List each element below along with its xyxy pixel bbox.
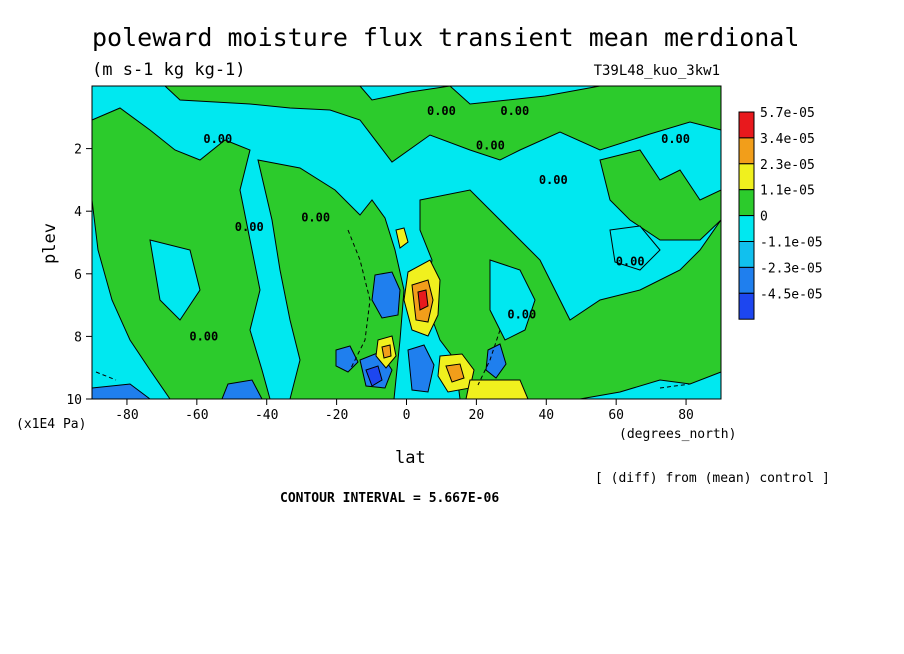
y-tick-label: 4 [74,205,82,220]
blue-region-4 [407,344,435,393]
blue-region-1 [371,271,401,319]
y-tick-label: 8 [74,330,82,345]
y-tick-label: 6 [74,268,82,283]
contour-label: 0.00 [661,132,690,146]
x-tick-label: 0 [403,408,411,423]
chart-units: (m s-1 kg kg-1) [92,60,246,80]
chart-title: poleward moisture flux transient mean me… [92,23,799,52]
red-region-1 [417,289,429,311]
x-tick-label: 40 [538,408,554,423]
dashed-contour-2 [477,329,501,386]
dashed-contour-1 [347,229,371,371]
dashed-contour-4 [95,371,117,381]
colorbar-swatch [738,137,755,165]
cyan-pocket-northeast [609,225,661,271]
contour-label: 0.00 [189,329,218,343]
contour-label: 0.00 [616,254,645,268]
green-region-central [257,159,405,400]
dashed-contours [95,229,691,389]
x-tick-label: -40 [255,408,278,423]
colorbar-swatch [738,266,755,294]
y-tick-label: 2 [74,143,82,158]
cyan-pocket-east [489,259,536,341]
positive-regions [375,227,529,400]
x-axis-units: (degrees_north) [619,427,736,442]
dashed-contour-3 [659,383,691,389]
colorbar-swatch [738,241,755,268]
orange-region-3 [445,363,465,383]
blue-region-5 [485,343,507,379]
colorbar-swatch [738,189,755,217]
orange-region-2 [381,344,392,359]
yellow-region-4 [395,227,409,249]
contour-label: 0.00 [203,132,232,146]
y-axis: 2 4 6 8 10 [66,143,92,408]
contour-label: 0.00 [301,210,330,224]
colorbar-label: 5.7e-05 [760,106,815,121]
colorbar-label: -2.3e-05 [760,261,823,276]
comparison-note: [ (diff) from (mean) control ] [595,471,830,486]
x-tick-label: -80 [115,408,138,423]
contour-label: 0.00 [507,307,536,321]
x-tick-label: -60 [185,408,208,423]
contour-interval: CONTOUR INTERVAL = 5.667E-06 [280,491,499,506]
experiment-label: T39L48_kuo_3kw1 [594,63,720,79]
contour-label: 0.00 [235,220,264,234]
colorbar-label: -4.5e-05 [760,287,823,302]
colorbar-label: 3.4e-05 [760,132,815,147]
colorbar-swatch [738,163,755,191]
y-axis-units: (x1E4 Pa) [16,417,86,432]
x-tick-label: 60 [608,408,624,423]
contour-label: 0.00 [500,104,529,118]
plot-area: 0.00 0.00 0.00 0.00 0.00 0.00 0.00 0.00 0.00 0.00… [91,85,722,400]
contour-label: 0.00 [539,173,568,187]
contour-label: 0.00 [427,104,456,118]
contour-labels: 0.00 0.00 0.00 0.00 0.00 0.00 0.00 0.00 0.00 0.00… [189,104,690,343]
colorbar-swatch [738,111,755,139]
colorbar-swatch [738,215,755,243]
negative-regions [91,271,507,400]
contour-label: 0.00 [476,138,505,152]
green-band-top [163,85,722,163]
x-axis: -80 -60 -40 -20 0 20 40 60 80 [115,399,694,423]
y-axis-label: plev [40,223,60,264]
colorbar-label: 2.3e-05 [760,158,815,173]
colorbar-label: -1.1e-05 [760,236,823,251]
colorbar-swatch [738,292,755,320]
y-tick-label: 10 [66,393,82,408]
x-tick-label: 80 [678,408,694,423]
cyan-pocket-west [149,239,201,321]
x-axis-label: lat [395,448,426,468]
x-tick-label: 20 [469,408,485,423]
colorbar: 5.7e-05 3.4e-05 2.3e-05 1.1e-05 0 -1.1e-05 -2.… [738,106,823,320]
colorbar-label: 0 [760,210,768,225]
yellow-region-5 [465,379,529,400]
x-tick-label: -20 [325,408,348,423]
colorbar-label: 1.1e-05 [760,184,815,199]
blue-region-6 [365,365,383,387]
cyan-pockets [149,225,661,341]
